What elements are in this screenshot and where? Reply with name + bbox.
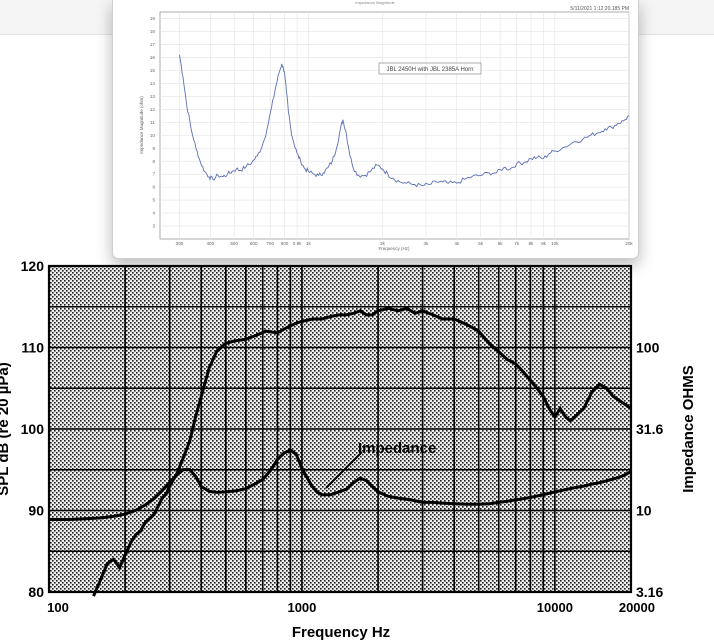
impedance-annotation: Impedance (325, 440, 436, 489)
overlay-annotation-box: JBL 2450H with JBL 2385A Horn (378, 62, 482, 75)
main-y-tick-label: 80 (28, 584, 44, 600)
overlay-x-tick-label: 500 (230, 241, 238, 246)
overlay-x-tick-label: 600 (250, 241, 258, 246)
main-x-ticks: 100 1000 10000 20000 (47, 600, 655, 615)
overlay-x-tick-label: 1k (306, 241, 312, 246)
overlay-plot-area (159, 11, 630, 240)
overlay-x-axis-label: Frequency (Hz) (378, 246, 410, 251)
overlay-y-ticks: 3 4 5 6 7 8 9 10 11 12 13 14 15 16 17 18 19 (150, 16, 156, 229)
overlay-x-tick-label: 9k (541, 241, 547, 246)
overlay-x-tick-label: 7k (514, 241, 520, 246)
overlay-x-tick-label: 3k (424, 241, 430, 246)
overlay-y-tick-label: 15 (150, 68, 156, 73)
impedance-graph-window[interactable]: Impedance Magnitude 5/11/2021 1:12:20.18… (112, 0, 639, 259)
main-x-tick-label: 20000 (619, 600, 655, 615)
main-x-tick-label: 10000 (537, 600, 573, 615)
overlay-y-tick-label: 7 (152, 172, 155, 177)
impedance-annotation-text: Impedance (358, 440, 436, 457)
overlay-x-tick-label: 300 (176, 241, 184, 246)
overlay-y-tick-label: 3 (152, 224, 155, 229)
main-grid (49, 266, 631, 592)
overlay-chart-title: Impedance Magnitude (355, 0, 395, 5)
overlay-timestamp: 5/11/2021 1:12:20.185 PM (570, 6, 629, 12)
spl-curve (92, 306, 632, 597)
main-y-tick-label: 110 (21, 340, 44, 356)
overlay-x-tick-label: 400 (206, 241, 214, 246)
overlay-y-tick-label: 4 (152, 211, 155, 216)
overlay-x-tick-label: 2k (380, 241, 386, 246)
main-y2-tick-label: 31.6 (636, 421, 663, 437)
overlay-y-tick-label: 10 (150, 133, 156, 138)
spl-impedance-chart: Impedance 100 1000 10000 20000 80 90 100 110 12… (0, 258, 697, 641)
main-y2-tick-label: 100 (636, 339, 660, 355)
overlay-x-tick-label: 0.9k (293, 241, 302, 246)
overlay-x-tick-label: 6k (498, 241, 504, 246)
overlay-impedance-line (179, 54, 630, 188)
overlay-y-tick-label: 8 (152, 159, 155, 164)
overlay-y-tick-label: 18 (150, 29, 156, 34)
overlay-x-tick-label: 20k (625, 241, 633, 246)
main-x-axis-label: Frequency Hz (292, 624, 390, 641)
overlay-y-tick-label: 17 (150, 42, 156, 47)
overlay-y-tick-label: 16 (150, 55, 156, 60)
main-x-tick-label: 1000 (287, 600, 316, 615)
overlay-y-tick-label: 12 (150, 107, 156, 112)
overlay-x-tick-label: 5k (478, 241, 484, 246)
overlay-y-axis-label: Impedance Magnitude (ohm) (139, 96, 144, 154)
overlay-y-tick-label: 14 (150, 81, 156, 86)
main-y-tick-label: 100 (21, 421, 45, 437)
overlay-y-tick-label: 19 (150, 16, 156, 21)
main-y-tick-label: 90 (28, 503, 44, 519)
main-y-tick-label: 120 (21, 258, 45, 274)
overlay-y-tick-label: 9 (152, 146, 155, 151)
impedance-magnitude-graph: Impedance Magnitude 5/11/2021 1:12:20.18… (139, 0, 634, 251)
main-y2-tick-label: 10 (636, 502, 652, 518)
main-y2-tick-label: 3.16 (636, 584, 663, 600)
overlay-y-tick-label: 11 (150, 120, 155, 125)
overlay-x-tick-label: 800 (281, 241, 289, 246)
overlay-y-tick-label: 13 (150, 94, 156, 99)
main-x-tick-label: 100 (47, 600, 69, 615)
overlay-annotation-text: JBL 2450H with JBL 2385A Horn (387, 67, 474, 73)
main-plot-frame (47, 264, 633, 594)
overlay-x-tick-label: 10k (551, 241, 559, 246)
main-y2-ticks: 3.16 10 31.6 100 (636, 339, 663, 600)
main-y2-axis-label: Impedance OHMS (680, 365, 697, 493)
overlay-y-tick-label: 5 (152, 198, 155, 203)
overlay-x-ticks: 300 400 500 600 700 800 0.9k 1k 2k 3k 4k 5k 6k 7k 8k 9k… (176, 241, 634, 246)
main-y-ticks: 80 90 100 110 120 (21, 258, 45, 600)
overlay-x-tick-label: 700 (266, 241, 274, 246)
main-y-axis-label: SPL dB (re 20 µPa) (0, 362, 12, 495)
overlay-y-tick-label: 6 (152, 185, 155, 190)
overlay-x-tick-label: 8k (529, 241, 535, 246)
overlay-x-tick-label: 4k (454, 241, 460, 246)
